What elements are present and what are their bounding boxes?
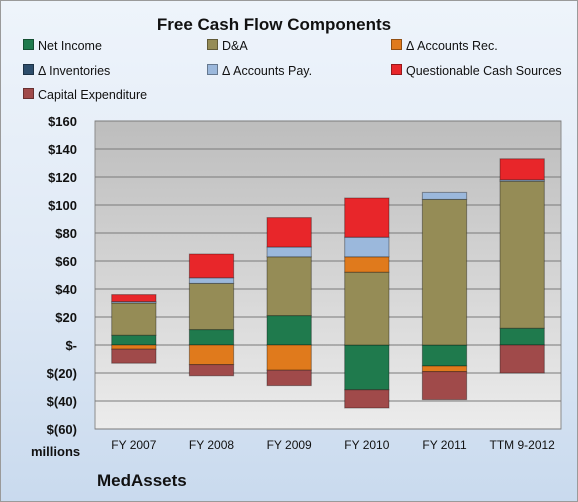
legend-item-net-income: Net Income <box>23 39 102 53</box>
bar-segment <box>111 294 157 303</box>
legend-label: Δ Accounts Pay. <box>222 64 313 78</box>
bar-segment <box>266 217 312 248</box>
bar-segment <box>421 344 468 367</box>
x-tick-label: FY 2011 <box>422 438 467 452</box>
legend-swatch <box>23 39 34 50</box>
bar-segment <box>266 369 312 387</box>
company-name: MedAssets <box>97 471 187 490</box>
bar-segment <box>111 348 157 364</box>
bar-segment <box>266 315 312 346</box>
bar-segment <box>344 256 390 273</box>
legend-label: D&A <box>222 39 248 53</box>
bar-segment <box>188 277 235 284</box>
legend-item-inventories: Δ Inventories <box>23 64 110 78</box>
x-tick-label: FY 2009 <box>267 438 312 452</box>
y-tick-label: $120 <box>48 170 77 185</box>
bar-segment <box>188 364 235 377</box>
plot-area <box>94 120 562 430</box>
bar-segment <box>266 246 312 258</box>
legend-label: Δ Accounts Rec. <box>406 39 498 53</box>
y-tick-label: $40 <box>55 282 77 297</box>
bar-segment <box>499 180 545 329</box>
chart-title: Free Cash Flow Components <box>156 15 392 34</box>
bar-segment <box>344 197 390 238</box>
bar-segment <box>421 371 468 401</box>
legend-swatch <box>391 64 402 75</box>
bar-segment <box>499 327 545 346</box>
legend-swatch <box>391 39 402 50</box>
legend-swatch <box>207 39 218 50</box>
legend-swatch <box>23 88 34 99</box>
legend-item-questionable-cash: Questionable Cash Sources <box>391 64 562 78</box>
y-tick-label: $60 <box>55 254 77 269</box>
legend-item-accounts-pay: Δ Accounts Pay. <box>207 64 312 78</box>
y-tick-label: $(20) <box>47 366 77 381</box>
y-tick-label: $160 <box>48 114 77 129</box>
bar-segment <box>344 389 390 409</box>
y-tick-label: $80 <box>55 226 77 241</box>
legend-label: Net Income <box>38 39 102 53</box>
bar-segment <box>188 329 235 346</box>
units-label: millions <box>31 444 81 459</box>
x-tick-label: TTM 9-2012 <box>489 438 555 452</box>
bar-segment <box>111 344 157 350</box>
y-tick-label: $20 <box>55 310 77 325</box>
y-tick-label: $(40) <box>47 394 77 409</box>
x-tick-label: FY 2007 <box>111 438 156 452</box>
legend-label: Questionable Cash Sources <box>406 64 562 78</box>
bar-segment <box>266 344 312 371</box>
bar-segment <box>188 253 235 279</box>
bar-segment <box>499 344 545 374</box>
y-tick-label: $100 <box>48 198 77 213</box>
bar-segment <box>188 282 235 331</box>
bar-segment <box>344 236 390 258</box>
bar-segment <box>421 198 468 346</box>
y-tick-label: $(60) <box>47 422 77 437</box>
y-tick-label: $- <box>65 338 77 353</box>
legend-swatch <box>23 64 34 75</box>
y-tick-label: $140 <box>48 142 77 157</box>
legend-item-accounts-rec: Δ Accounts Rec. <box>391 39 498 53</box>
legend-label: Δ Inventories <box>38 64 111 78</box>
x-tick-label: FY 2010 <box>344 438 389 452</box>
x-tick-label: FY 2008 <box>189 438 234 452</box>
bar-segment <box>421 365 468 373</box>
bar-segment <box>421 191 468 200</box>
bar-segment <box>188 344 235 366</box>
legend-item-capex: Capital Expenditure <box>23 88 147 102</box>
legend-item-da: D&A <box>207 39 248 53</box>
legend-swatch <box>207 64 218 75</box>
bar-segment <box>111 334 157 346</box>
bar-segment <box>266 256 312 317</box>
legend-label: Capital Expenditure <box>38 88 148 102</box>
bar-segment <box>344 271 390 346</box>
bar-segment <box>499 158 545 181</box>
bar-segment <box>111 302 157 336</box>
bar-segment <box>344 344 390 391</box>
